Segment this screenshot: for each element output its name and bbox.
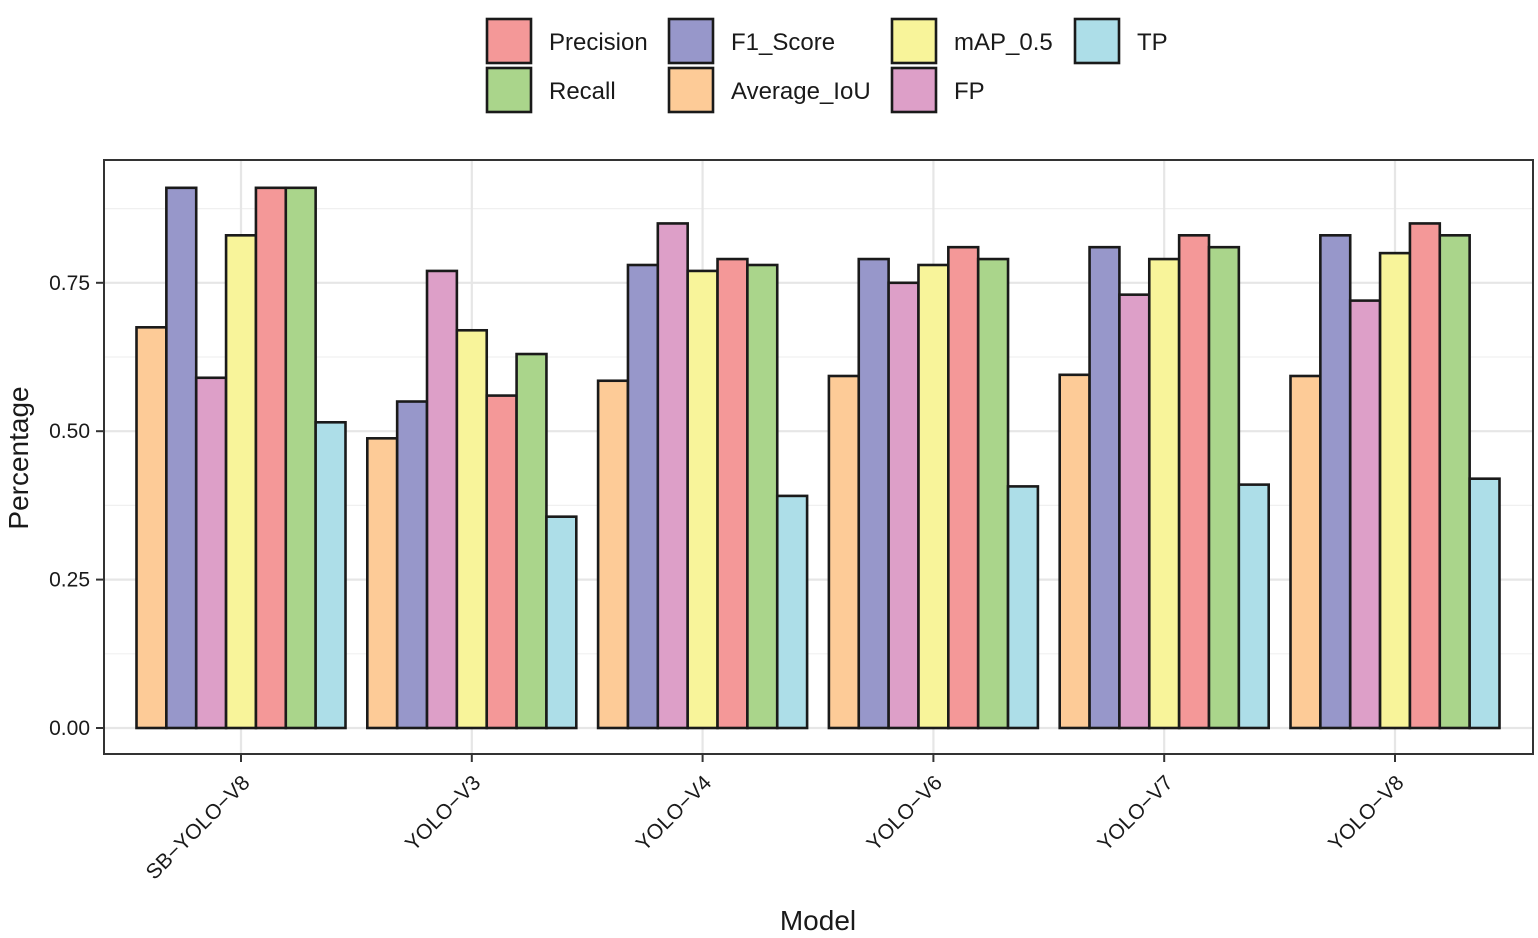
bar-tp	[775, 494, 809, 730]
bar-average-iou	[596, 379, 630, 730]
plot-border	[103, 159, 1534, 755]
bar-recall	[746, 263, 779, 730]
bar-map-0-5	[917, 263, 950, 730]
bar-recall	[976, 257, 1010, 730]
y-tick-label: 0.00	[49, 717, 90, 740]
x-tick-label: YOLO−V7	[1093, 771, 1177, 855]
legend-label: Recall	[549, 78, 616, 105]
bar-fp	[1118, 293, 1151, 730]
bar-tp	[1237, 483, 1271, 730]
bar-map-0-5	[1378, 251, 1412, 730]
x-tick-label: YOLO−V8	[1324, 771, 1408, 855]
chart-legend: Precision Recall F1_Score Average_IoU mAP_0.…	[485, 17, 1168, 114]
bar-map-0-5	[1147, 257, 1181, 730]
y-tick-label: 0.75	[49, 272, 90, 295]
legend-label: Average_IoU	[731, 78, 871, 105]
legend-swatch	[485, 17, 533, 65]
bars-layer	[135, 186, 1501, 730]
x-axis: SB−YOLO−V8 YOLO−V3 YOLO−V4 YOLO−V6 YOLO−V7 YO…	[142, 754, 1409, 884]
legend-swatch	[890, 66, 938, 114]
bar-fp	[1348, 299, 1382, 730]
legend-label: TP	[1137, 29, 1168, 56]
bar-map-0-5	[224, 234, 258, 730]
bar-precision	[947, 245, 980, 730]
legend-swatch	[485, 66, 533, 114]
legend-swatch	[667, 66, 715, 114]
bar-recall	[515, 352, 548, 730]
x-tick-label: YOLO−V6	[863, 771, 947, 855]
y-tick-label: 0.50	[49, 420, 90, 443]
x-tick-label: YOLO−V3	[401, 771, 485, 855]
bar-recall	[1438, 234, 1471, 730]
bar-fp	[656, 222, 689, 730]
legend-swatch	[890, 17, 938, 65]
bar-average-iou	[1289, 374, 1322, 730]
bar-f1-score	[395, 400, 429, 730]
bar-tp	[314, 420, 347, 730]
x-axis-title: Model	[780, 905, 856, 936]
bar-fp	[887, 281, 920, 730]
y-tick-label: 0.25	[49, 569, 90, 592]
x-tick-label: YOLO−V4	[632, 771, 717, 856]
bar-map-0-5	[686, 269, 719, 730]
bar-recall	[1207, 245, 1241, 730]
bar-fp	[425, 269, 459, 730]
bar-f1-score	[626, 263, 660, 730]
bar-f1-score	[1319, 234, 1352, 730]
bar-f1-score	[1088, 245, 1121, 730]
bar-precision	[1177, 234, 1211, 730]
y-axis-title: Percentage	[3, 386, 34, 529]
bar-average-iou	[1058, 373, 1091, 730]
bar-average-iou	[827, 374, 861, 730]
bar-precision	[716, 257, 749, 730]
bar-fp	[194, 376, 228, 730]
bar-precision	[1408, 222, 1442, 730]
y-axis: 0.00 0.25 0.50 0.75	[49, 272, 104, 740]
bar-tp	[545, 515, 578, 730]
bar-precision	[254, 186, 288, 730]
legend-swatch	[667, 17, 715, 65]
bar-average-iou	[135, 326, 168, 730]
legend-label: F1_Score	[731, 29, 835, 56]
bar-map-0-5	[455, 328, 489, 730]
bar-precision	[485, 394, 518, 730]
x-tick-label: SB−YOLO−V8	[142, 771, 255, 884]
bar-f1-score	[165, 186, 198, 730]
legend-label: Precision	[549, 29, 648, 56]
legend-label: FP	[954, 78, 985, 105]
legend-swatch	[1073, 17, 1121, 65]
bar-tp	[1006, 485, 1040, 730]
bar-average-iou	[365, 437, 399, 730]
legend-label: mAP_0.5	[954, 29, 1053, 56]
bar-recall	[284, 186, 317, 730]
bar-tp	[1468, 477, 1501, 730]
bar-f1-score	[857, 257, 890, 730]
